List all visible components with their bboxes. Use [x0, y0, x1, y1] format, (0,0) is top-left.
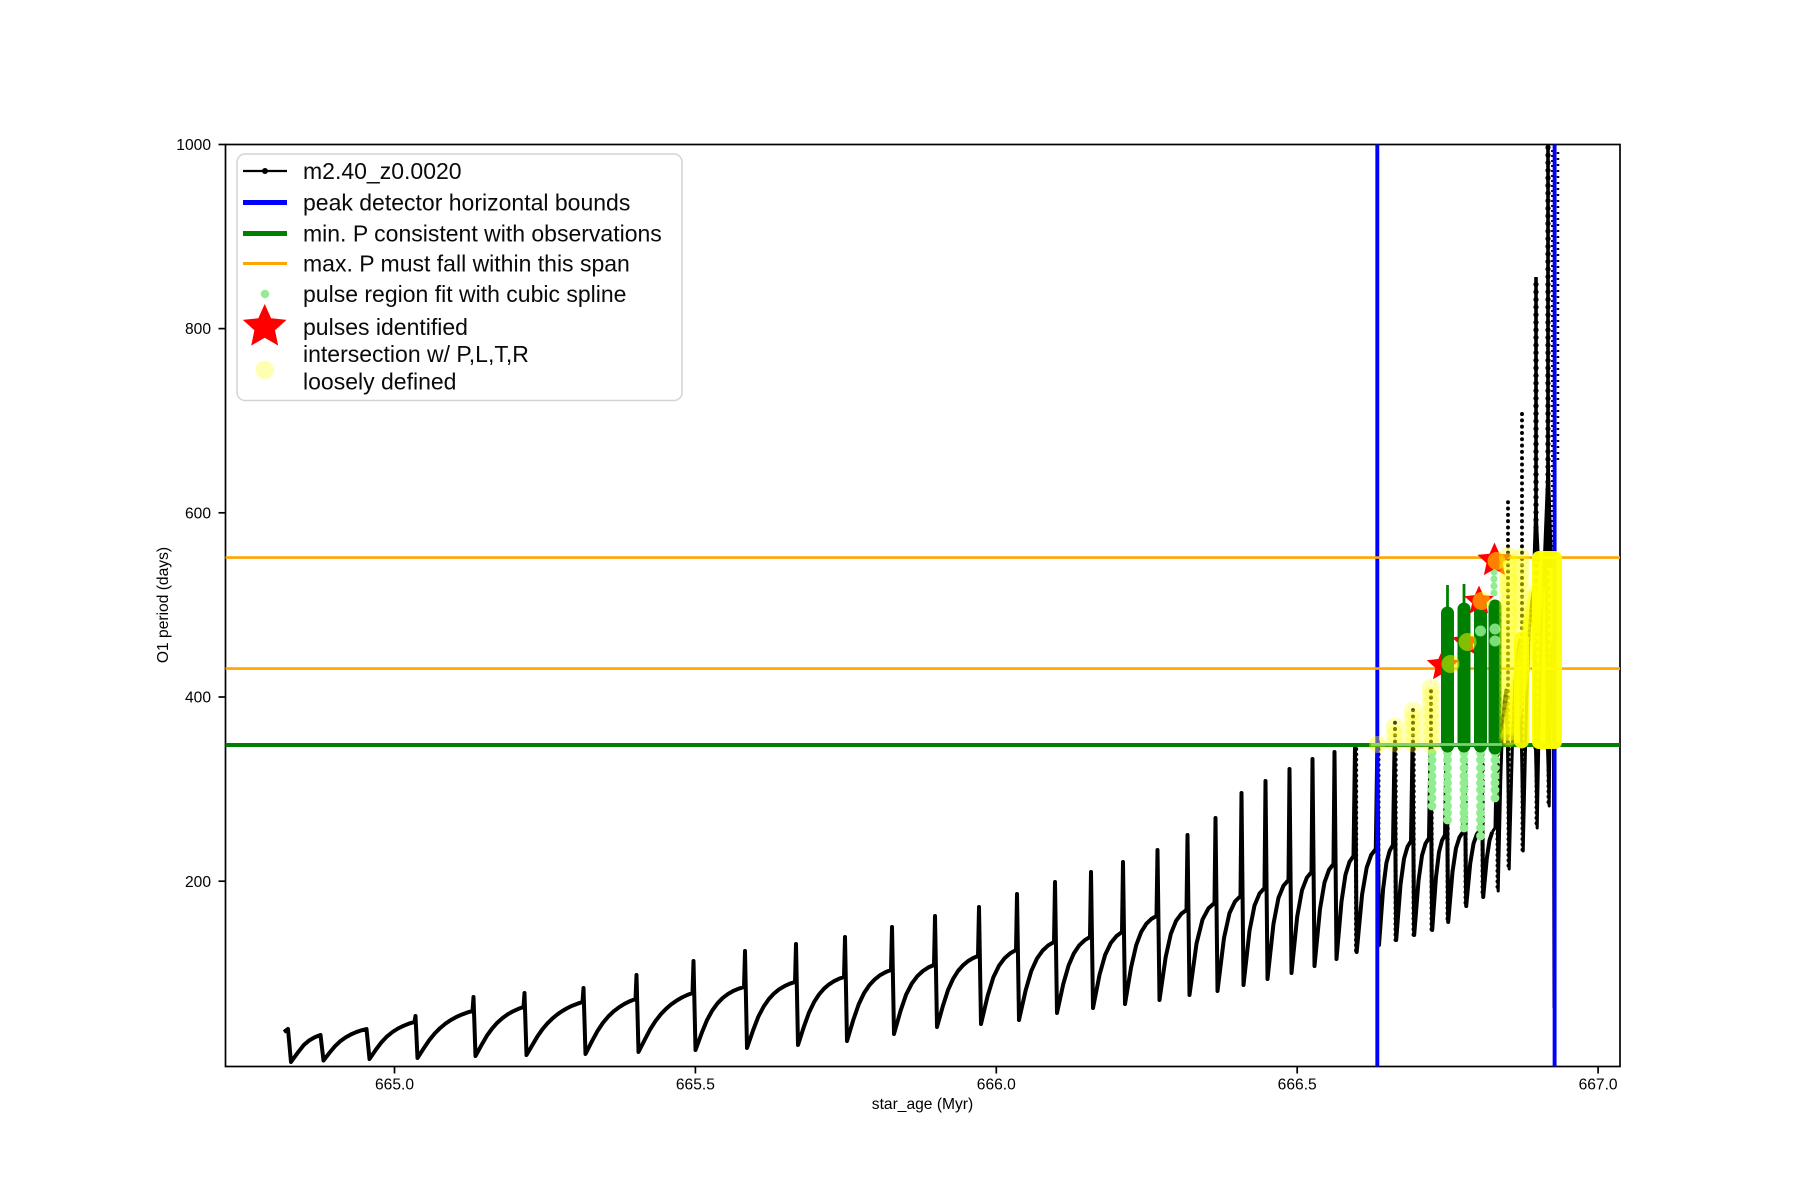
- svg-text:intersection w/ P,L,T,R: intersection w/ P,L,T,R: [303, 341, 529, 367]
- svg-text:665.0: 665.0: [375, 1077, 414, 1094]
- svg-text:pulse region fit with cubic sp: pulse region fit with cubic spline: [303, 281, 626, 307]
- svg-text:O1 period (days): O1 period (days): [155, 547, 172, 663]
- svg-text:star_age (Myr): star_age (Myr): [872, 1096, 973, 1113]
- svg-text:max. P must fall within this s: max. P must fall within this span: [303, 251, 630, 277]
- svg-text:600: 600: [185, 505, 211, 522]
- svg-text:m2.40_z0.0020: m2.40_z0.0020: [303, 158, 462, 184]
- svg-text:1000: 1000: [176, 137, 211, 154]
- svg-text:665.5: 665.5: [676, 1077, 715, 1094]
- svg-text:min. P consistent with observa: min. P consistent with observations: [303, 221, 662, 247]
- svg-text:800: 800: [185, 321, 211, 338]
- svg-text:666.5: 666.5: [1278, 1077, 1317, 1094]
- svg-text:peak detector horizontal bound: peak detector horizontal bounds: [303, 190, 630, 216]
- svg-text:pulses identified: pulses identified: [303, 314, 468, 340]
- svg-text:666.0: 666.0: [977, 1077, 1016, 1094]
- svg-text:loosely defined: loosely defined: [303, 369, 456, 395]
- svg-text:667.0: 667.0: [1579, 1077, 1618, 1094]
- svg-text:400: 400: [185, 690, 211, 707]
- svg-text:200: 200: [185, 874, 211, 891]
